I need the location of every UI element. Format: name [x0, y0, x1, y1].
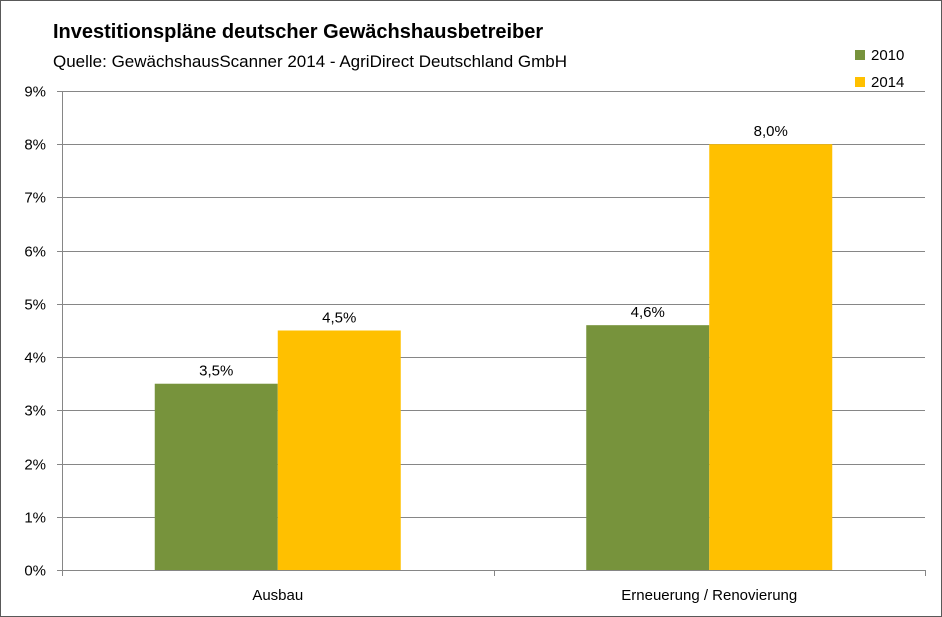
chart-legend: 2010 2014	[855, 43, 904, 97]
x-category-label: Ausbau	[252, 587, 303, 604]
y-tick-label: 3%	[24, 403, 46, 420]
y-tick-label: 0%	[24, 563, 46, 580]
bar-2014-2	[709, 144, 833, 570]
y-tick-label: 5%	[24, 297, 46, 314]
legend-item-2014: 2014	[855, 70, 904, 94]
chart-subtitle: Quelle: GewächshausScanner 2014 - AgriDi…	[53, 52, 568, 71]
legend-item-2010: 2010	[855, 43, 904, 67]
y-tick-label: 7%	[24, 190, 46, 207]
bar-2010-1	[154, 383, 278, 570]
data-label: 3,5%	[199, 363, 233, 380]
legend-swatch-2014	[855, 77, 865, 87]
legend-label-2010: 2010	[871, 46, 905, 64]
x-category-label: Erneuerung / Renovierung	[621, 587, 797, 604]
y-tick-label: 1%	[24, 510, 46, 527]
y-tick-label: 4%	[24, 350, 46, 367]
y-tick-label: 6%	[24, 244, 46, 261]
chart-title: Investitionspläne deutscher Gewächshausb…	[53, 21, 544, 43]
bar-2014-1	[277, 330, 401, 570]
data-label: 8,0%	[754, 123, 788, 140]
legend-swatch-2010	[855, 50, 865, 60]
y-tick-label: 9%	[24, 84, 46, 101]
bar-2010-2	[586, 325, 710, 570]
data-label: 4,6%	[631, 304, 665, 321]
data-label: 4,5%	[322, 310, 356, 327]
y-tick-label: 2%	[24, 457, 46, 474]
legend-label-2014: 2014	[871, 73, 905, 91]
y-tick-label: 8%	[24, 137, 46, 154]
